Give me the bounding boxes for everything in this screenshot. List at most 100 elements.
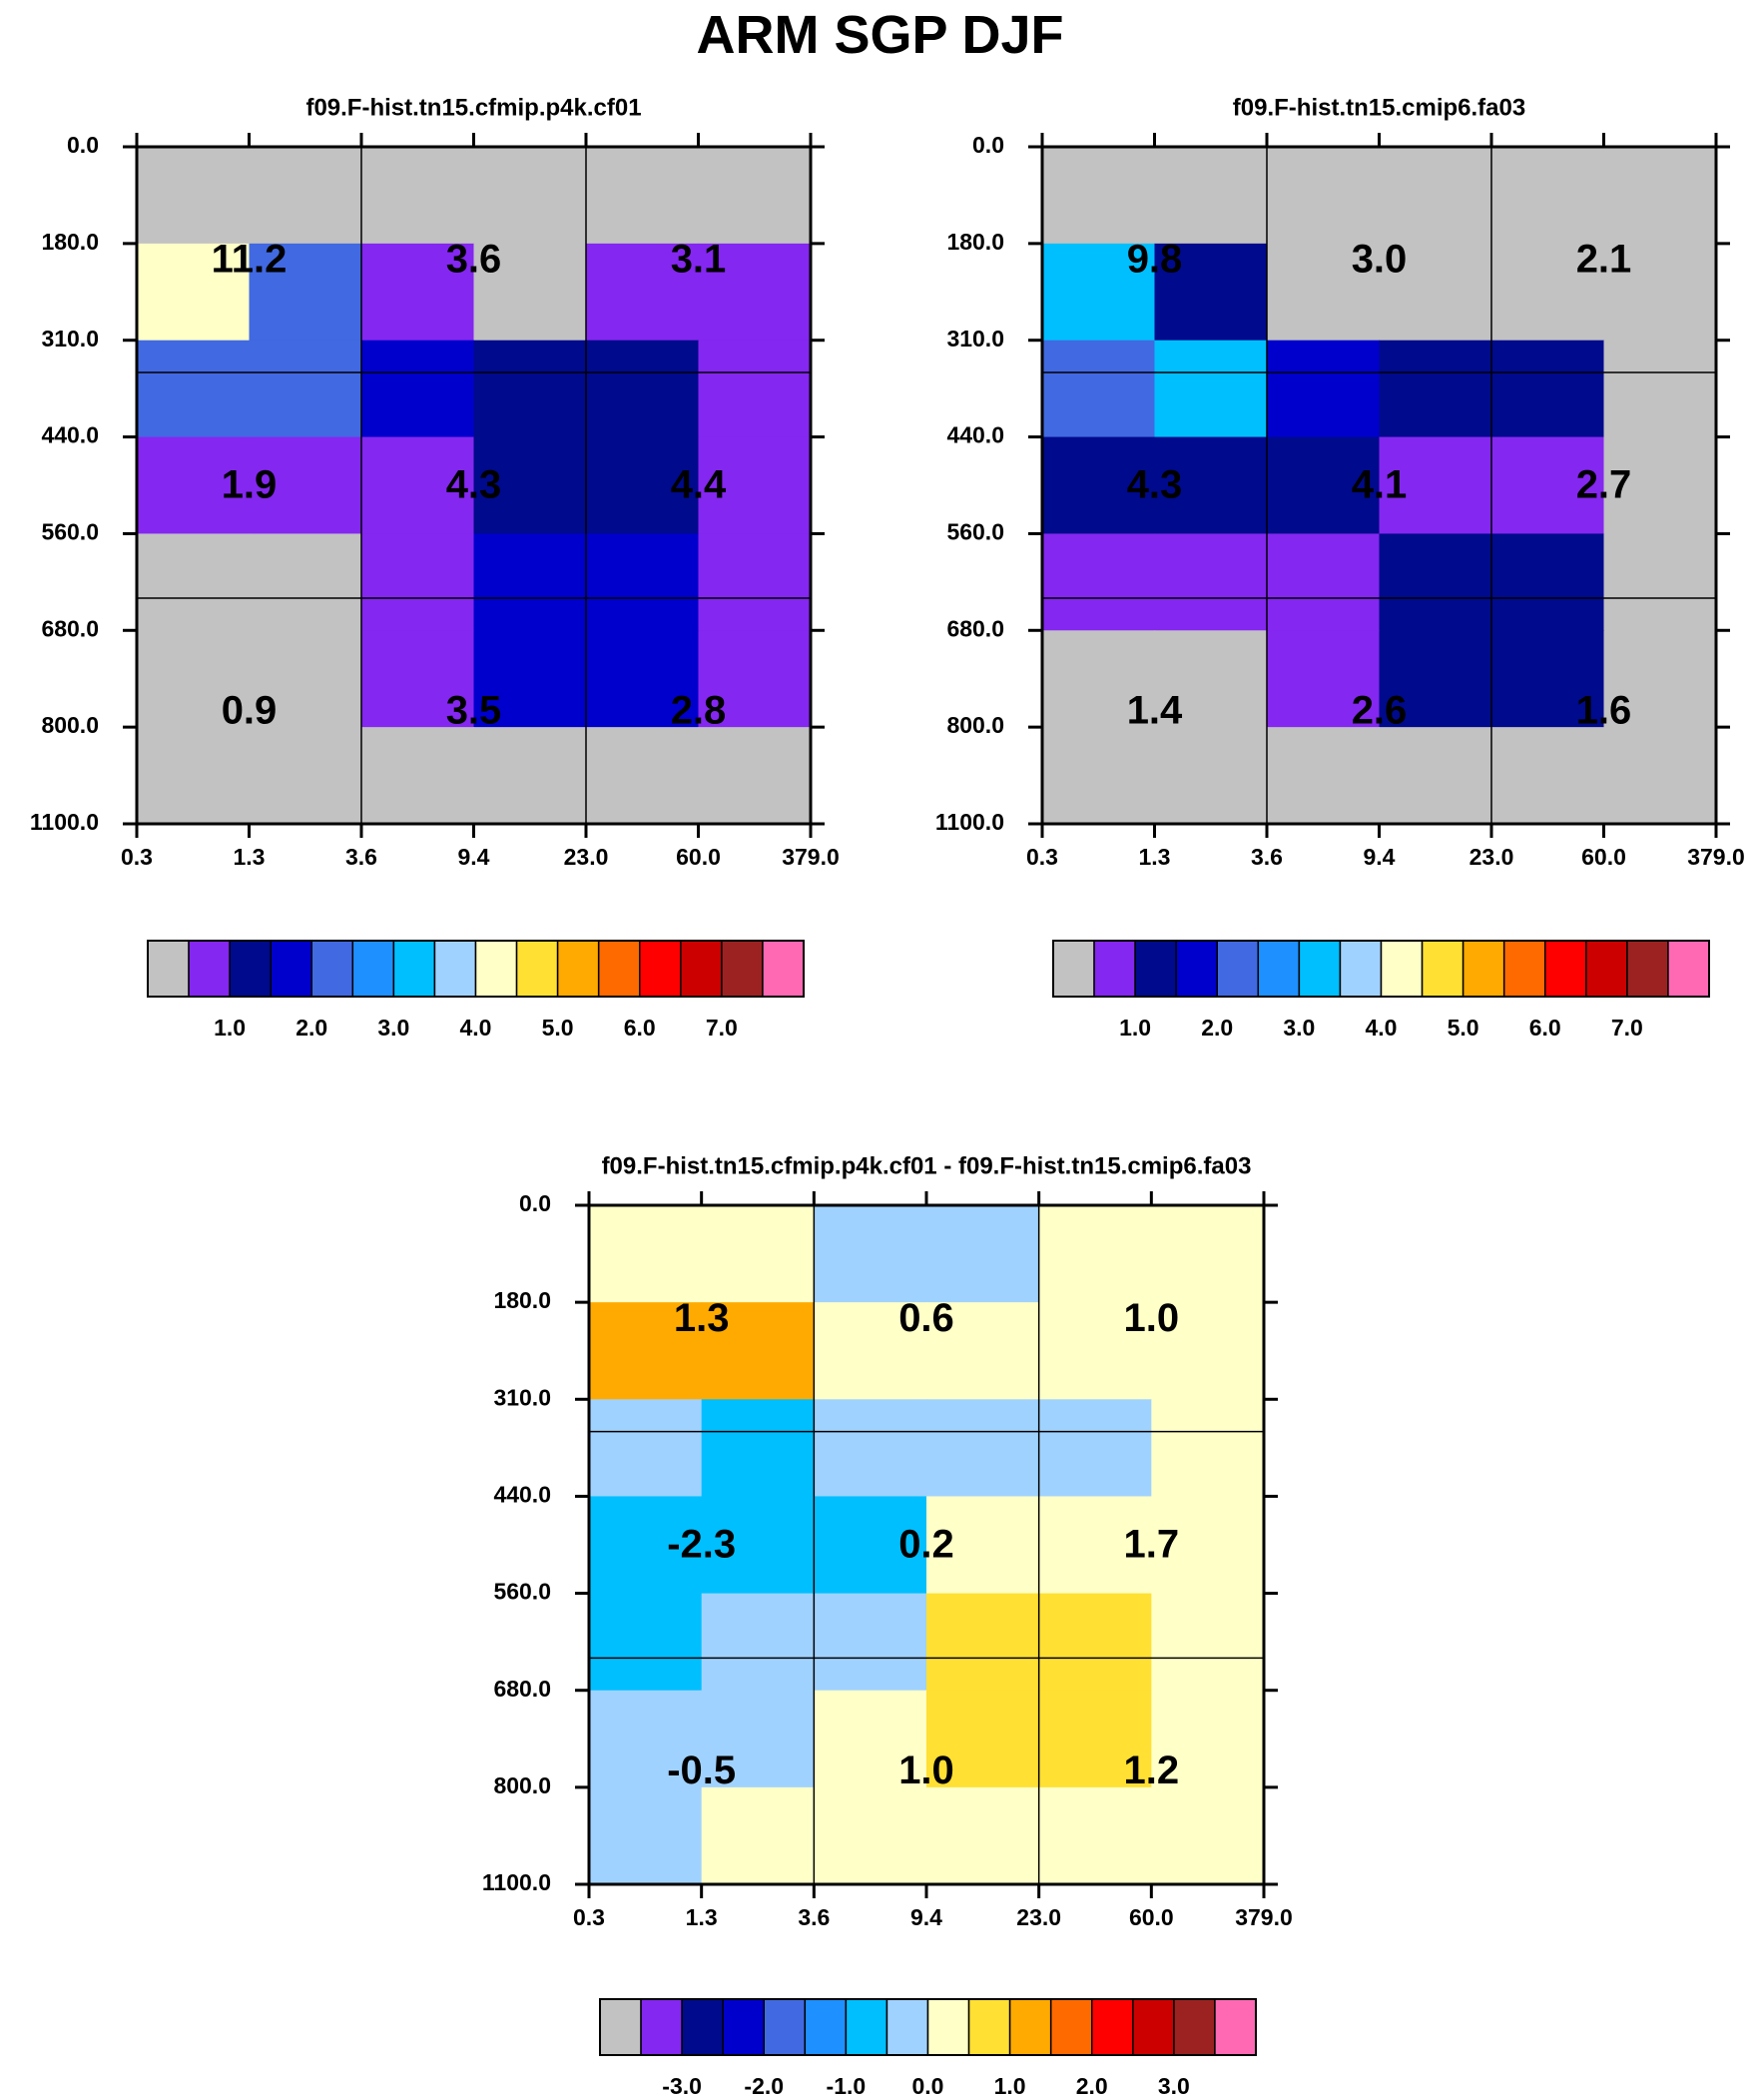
heatmap-cell — [1038, 1786, 1152, 1885]
heatmap-cell — [473, 340, 587, 438]
colorbar-swatch — [310, 940, 354, 998]
colorbar-swatch — [1667, 940, 1710, 998]
cell-value-label: 1.9 — [222, 463, 278, 507]
heatmap-cell — [1603, 147, 1717, 245]
colorbar-swatch — [845, 1998, 888, 2056]
colorbar-swatch — [1008, 1998, 1052, 2056]
colorbar-swatch — [1298, 940, 1342, 998]
heatmap-cell — [926, 1593, 1040, 1692]
cell-value-label: 0.9 — [222, 689, 278, 733]
x-tick-label: 60.0 — [1581, 844, 1626, 870]
heatmap-cell — [249, 533, 362, 631]
panel-2: 0.3 1.3 3.6 9.4 23.0 60.0 379.0 0.0 180.0 310.0 44… — [935, 94, 1745, 870]
heatmap-cell — [589, 1496, 703, 1595]
colorbar-swatch — [1132, 1998, 1175, 2056]
colorbar-swatch — [1173, 1998, 1216, 2056]
heatmap-cell — [586, 727, 700, 825]
cell-value-label: 1.2 — [1124, 1749, 1180, 1792]
colorbar-swatch — [515, 940, 559, 998]
y-tick-label: 680.0 — [946, 615, 1004, 641]
heatmap-cell — [1038, 1593, 1152, 1692]
cell-value-label: 2.8 — [671, 689, 727, 733]
colorbar-swatch — [1380, 940, 1424, 998]
heatmap-cell — [586, 340, 700, 438]
y-tick-label: 0.0 — [519, 1190, 551, 1216]
heatmap-cell — [1491, 727, 1605, 825]
heatmap-cell — [589, 1205, 703, 1303]
heatmap-cell — [361, 533, 475, 631]
heatmap-cell — [586, 630, 700, 728]
cell-value-label: 11.2 — [212, 238, 288, 282]
heatmap-cell — [1151, 1302, 1265, 1400]
y-tick-label: 310.0 — [493, 1384, 551, 1410]
colorbar-swatch — [556, 940, 600, 998]
cell-value-label: 3.6 — [446, 238, 502, 282]
heatmap-cell — [926, 1205, 1040, 1303]
heatmap-cell — [701, 1496, 815, 1595]
y-tick-label: 800.0 — [946, 712, 1004, 738]
x-tick-label: 23.0 — [1469, 844, 1514, 870]
heatmap-cell — [1151, 1690, 1265, 1788]
colorbar-label: 6.0 — [624, 1015, 656, 1041]
cell-value-label: 4.4 — [671, 463, 727, 507]
cell-value-label: 3.0 — [1352, 238, 1408, 282]
cell-value-label: 3.5 — [446, 689, 502, 733]
heatmap-cell — [1042, 727, 1156, 825]
colorbar-swatch — [147, 940, 190, 998]
colorbar-swatch — [1091, 1998, 1134, 2056]
heatmap-cell — [1267, 436, 1381, 535]
cell-value-label: 4.3 — [1127, 463, 1183, 507]
y-tick-label: 560.0 — [946, 519, 1004, 545]
colorbar-swatch — [926, 1998, 970, 2056]
heatmap-cell — [814, 1690, 927, 1788]
heatmap-cell — [249, 147, 362, 245]
x-tick-label: 60.0 — [676, 844, 721, 870]
heatmap-cell — [1267, 533, 1381, 631]
heatmap-cell — [1379, 630, 1492, 728]
colorbar-label: 2.0 — [1201, 1015, 1233, 1041]
heatmap-cell — [1603, 630, 1717, 728]
heatmap-cell — [137, 436, 251, 535]
y-tick-label: 1100.0 — [482, 1869, 551, 1895]
heatmap-cell — [361, 147, 475, 245]
colorbar-swatch — [1585, 940, 1628, 998]
colorbar-label: 3.0 — [1158, 2073, 1190, 2099]
colorbar-swatch — [1257, 940, 1301, 998]
heatmap-cell — [473, 727, 587, 825]
colorbar-frame — [599, 1998, 1257, 2056]
colorbar-swatch — [229, 940, 272, 998]
heatmap-cell — [1038, 1496, 1152, 1595]
cell-value-label: 0.2 — [898, 1523, 954, 1567]
cell-value-label: 1.7 — [1124, 1523, 1180, 1567]
heatmap-cell — [1154, 436, 1268, 535]
heatmap-cell — [1154, 727, 1268, 825]
colorbar-3: -3.0 -2.0 -1.0 0.0 1.0 2.0 3.0 — [599, 1998, 1257, 2099]
colorbar-swatch — [640, 1998, 683, 2056]
heatmap-cell — [1042, 630, 1156, 728]
panel-title: f09.F-hist.tn15.cfmip.p4k.cf01 - f09.F-h… — [602, 1152, 1252, 1179]
heatmap-cell — [1267, 243, 1381, 342]
y-tick-label: 440.0 — [493, 1482, 551, 1508]
cell-value-label: 4.1 — [1352, 463, 1408, 507]
heatmap-cell — [1379, 147, 1492, 245]
y-tick-label: 680.0 — [493, 1676, 551, 1702]
colorbar-swatch — [351, 940, 395, 998]
x-tick-label: 1.3 — [686, 1904, 718, 1930]
x-tick-label: 0.3 — [121, 844, 153, 870]
heatmap-cell — [1491, 630, 1605, 728]
heatmap-cell — [1379, 340, 1492, 438]
y-tick-label: 560.0 — [493, 1579, 551, 1605]
heatmap-cell — [814, 1786, 927, 1885]
heatmap-cell — [137, 727, 251, 825]
colorbar-swatch — [270, 940, 313, 998]
heatmap-cell — [1603, 340, 1717, 438]
x-tick-label: 0.3 — [573, 1904, 605, 1930]
cell-value-label: 1.0 — [898, 1749, 954, 1792]
y-tick-label: 0.0 — [67, 132, 99, 158]
colorbar-swatch — [1339, 940, 1383, 998]
y-tick-label: 180.0 — [946, 229, 1004, 255]
y-tick-label: 310.0 — [946, 326, 1004, 351]
heatmap-cell — [1038, 1399, 1152, 1498]
heatmap-cell — [1151, 1205, 1265, 1303]
